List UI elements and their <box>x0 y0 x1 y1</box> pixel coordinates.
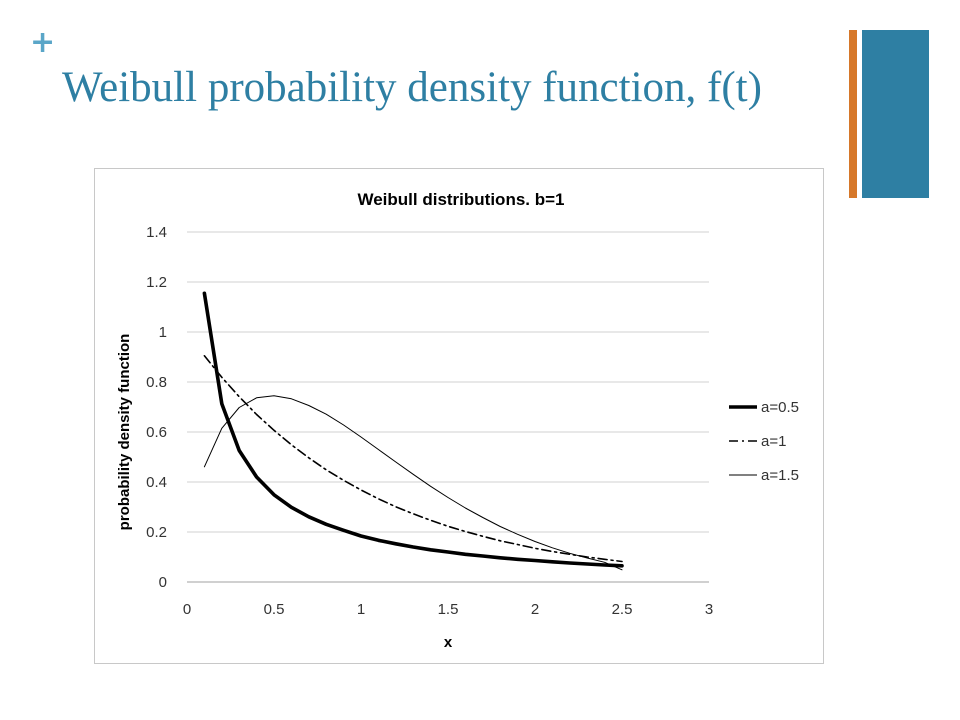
y-tick-label: 1 <box>159 324 167 341</box>
x-tick-label: 0.5 <box>264 601 285 618</box>
y-axis-label: probability density function <box>116 334 133 531</box>
series-line-2 <box>203 355 623 563</box>
x-axis-label: x <box>444 634 453 651</box>
y-tick-label: 1.2 <box>146 274 167 291</box>
x-tick-label: 3 <box>705 601 713 618</box>
gridlines <box>187 231 709 583</box>
x-tick-label: 0 <box>183 601 191 618</box>
y-tick-label: 0.8 <box>146 374 167 391</box>
x-tick-label: 1 <box>357 601 365 618</box>
legend-label: a=1.5 <box>761 467 799 484</box>
x-tick-label: 2.5 <box>612 601 633 618</box>
slide-title: Weibull probability density function, f(… <box>62 64 762 111</box>
accent-bar-blue <box>862 30 929 198</box>
series-line-1 <box>202 291 624 568</box>
y-tick-label: 0.6 <box>146 424 167 441</box>
weibull-chart: 0 0.2 0.4 0.6 0.8 1 1.2 1.4 0 0.5 1 1.5 2 2.5 3 Weibul… <box>116 190 799 651</box>
y-tick-label: 0.2 <box>146 524 167 541</box>
x-tick-label: 2 <box>531 601 539 618</box>
legend-label: a=0.5 <box>761 399 799 416</box>
y-tick-label: 0 <box>159 574 167 591</box>
legend-label: a=1 <box>761 433 786 450</box>
y-tick-label: 0.4 <box>146 474 167 491</box>
accent-bar-orange <box>849 30 857 198</box>
series-line-3 <box>203 395 623 571</box>
legend: a=0.5 a=1 a=1.5 <box>729 399 799 484</box>
bullet-plus-icon: + <box>30 25 56 60</box>
y-tick-label: 1.4 <box>146 224 167 241</box>
x-tick-label: 1.5 <box>438 601 459 618</box>
axes: 0 0.2 0.4 0.6 0.8 1 1.2 1.4 0 0.5 1 1.5 2 2.5 3 <box>146 224 713 618</box>
chart-frame: 0 0.2 0.4 0.6 0.8 1 1.2 1.4 0 0.5 1 1.5 2 2.5 3 Weibul… <box>94 168 824 664</box>
chart-title: Weibull distributions. b=1 <box>357 190 564 209</box>
series-lines <box>202 291 624 571</box>
